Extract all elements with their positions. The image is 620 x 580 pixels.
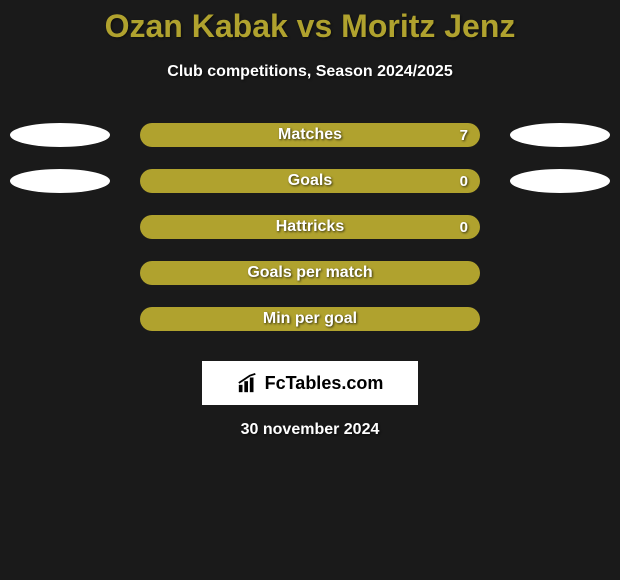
bar-left bbox=[140, 261, 480, 285]
left-marker-ellipse bbox=[10, 123, 110, 147]
stat-rows: Matches 7 Goals 0 Hattricks 0 bbox=[0, 113, 620, 343]
stat-value: 0 bbox=[460, 169, 468, 193]
bar-track: Matches 7 bbox=[140, 123, 480, 147]
logo-text: FcTables.com bbox=[265, 373, 384, 394]
stat-value: 0 bbox=[460, 215, 468, 239]
subtitle: Club competitions, Season 2024/2025 bbox=[0, 63, 620, 81]
stat-row: Hattricks 0 bbox=[0, 205, 620, 251]
stat-row: Goals per match bbox=[0, 251, 620, 297]
bar-track: Goals per match bbox=[140, 261, 480, 285]
page-title: Ozan Kabak vs Moritz Jenz bbox=[0, 0, 620, 45]
bar-track: Goals 0 bbox=[140, 169, 480, 193]
right-marker-ellipse bbox=[510, 169, 610, 193]
right-marker-ellipse bbox=[510, 123, 610, 147]
stat-row: Goals 0 bbox=[0, 159, 620, 205]
bar-track: Min per goal bbox=[140, 307, 480, 331]
stat-row: Matches 7 bbox=[0, 113, 620, 159]
bar-track: Hattricks 0 bbox=[140, 215, 480, 239]
logo-box: FcTables.com bbox=[202, 361, 418, 405]
bar-left bbox=[140, 169, 480, 193]
comparison-infographic: Ozan Kabak vs Moritz Jenz Club competiti… bbox=[0, 0, 620, 439]
left-marker-ellipse bbox=[10, 169, 110, 193]
stat-value: 7 bbox=[460, 123, 468, 147]
bar-left bbox=[140, 123, 480, 147]
date-text: 30 november 2024 bbox=[0, 421, 620, 439]
stat-row: Min per goal bbox=[0, 297, 620, 343]
bar-left bbox=[140, 307, 480, 331]
bar-left bbox=[140, 215, 480, 239]
chart-icon bbox=[237, 372, 259, 394]
